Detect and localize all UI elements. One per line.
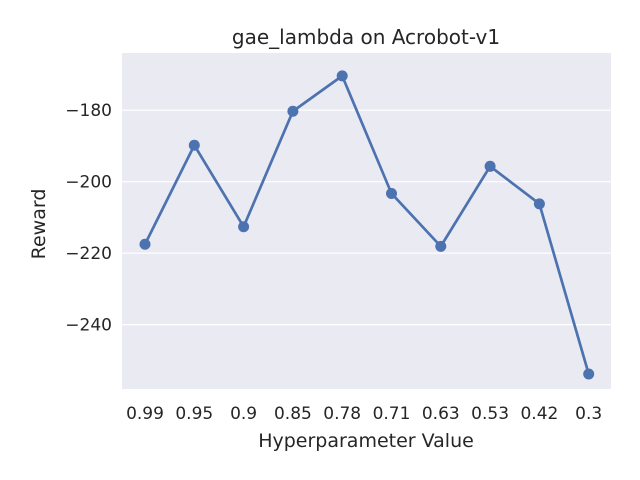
- y-tick-labels: −180 −200 −220 −240: [65, 101, 112, 335]
- x-tick-label: 0.71: [373, 404, 411, 424]
- chart-title: gae_lambda on Acrobot-v1: [232, 25, 500, 49]
- data-points: [139, 70, 595, 380]
- x-tick-label: 0.9: [230, 404, 257, 424]
- y-tick-label: −220: [65, 244, 112, 264]
- x-tick-label: 0.99: [126, 404, 164, 424]
- x-tick-label: 0.95: [175, 404, 213, 424]
- data-point: [336, 70, 348, 82]
- x-tick-label: 0.53: [471, 404, 509, 424]
- x-tick-label: 0.42: [520, 404, 558, 424]
- y-tick-label: −240: [65, 316, 112, 336]
- series-line: [143, 74, 591, 376]
- data-point: [484, 160, 496, 172]
- x-tick-label: 0.85: [274, 404, 312, 424]
- x-tick-labels: 0.99 0.95 0.9 0.85 0.78 0.71 0.63 0.53 0.42 0.3: [126, 404, 602, 424]
- x-axis-label: Hyperparameter Value: [258, 430, 474, 452]
- data-point: [238, 221, 250, 233]
- y-tick-label: −200: [65, 173, 112, 193]
- y-tick-label: −180: [65, 101, 112, 121]
- data-point: [287, 105, 299, 117]
- data-point: [188, 139, 200, 151]
- data-point: [583, 368, 595, 380]
- grid-lines: [122, 109, 611, 326]
- x-tick-label: 0.78: [323, 404, 361, 424]
- data-point: [386, 187, 397, 199]
- x-tick-label: 0.3: [575, 404, 602, 424]
- x-tick-label: 0.63: [422, 404, 460, 424]
- data-point: [533, 198, 545, 210]
- data-point: [139, 238, 151, 250]
- data-point: [435, 240, 447, 252]
- plot-area: [122, 53, 611, 389]
- y-axis-label: Reward: [28, 189, 50, 260]
